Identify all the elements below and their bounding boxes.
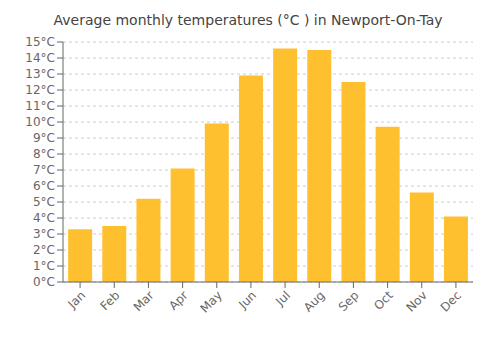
svg-text:5°C: 5°C <box>33 195 55 209</box>
svg-text:Jan: Jan <box>65 288 89 312</box>
svg-text:7°C: 7°C <box>33 163 55 177</box>
svg-text:Nov: Nov <box>403 288 429 314</box>
svg-text:Mar: Mar <box>131 288 157 314</box>
svg-text:9°C: 9°C <box>33 131 55 145</box>
html-text:Average monthly temperatures (: Average monthly temperatures (°C ) in Ne… <box>53 12 443 28</box>
svg-text:Sep: Sep <box>336 288 362 314</box>
svg-text:15°C: 15°C <box>25 35 55 49</box>
svg-text:11°C: 11°C <box>25 99 55 113</box>
svg-text:8°C: 8°C <box>33 147 55 161</box>
svg-text:0°C: 0°C <box>33 275 55 289</box>
svg-text:3°C: 3°C <box>33 227 55 241</box>
svg-text:4°C: 4°C <box>33 211 55 225</box>
svg-text:Jun: Jun <box>235 288 259 312</box>
svg-text:14°C: 14°C <box>25 51 55 65</box>
svg-text:Feb: Feb <box>97 288 122 313</box>
svg-text:6°C: 6°C <box>33 179 55 193</box>
svg-text:Apr: Apr <box>166 288 191 313</box>
svg-text:Dec: Dec <box>438 288 464 314</box>
svg-text:1°C: 1°C <box>33 259 55 273</box>
svg-text:13°C: 13°C <box>25 67 55 81</box>
svg-text:May: May <box>197 288 224 315</box>
svg-text:Jul: Jul <box>272 288 293 309</box>
svg-text:12°C: 12°C <box>25 83 55 97</box>
svg-text:2°C: 2°C <box>33 243 55 257</box>
svg-text:10°C: 10°C <box>25 115 55 129</box>
svg-text:Oct: Oct <box>371 288 396 313</box>
svg-text:Aug: Aug <box>301 288 327 314</box>
